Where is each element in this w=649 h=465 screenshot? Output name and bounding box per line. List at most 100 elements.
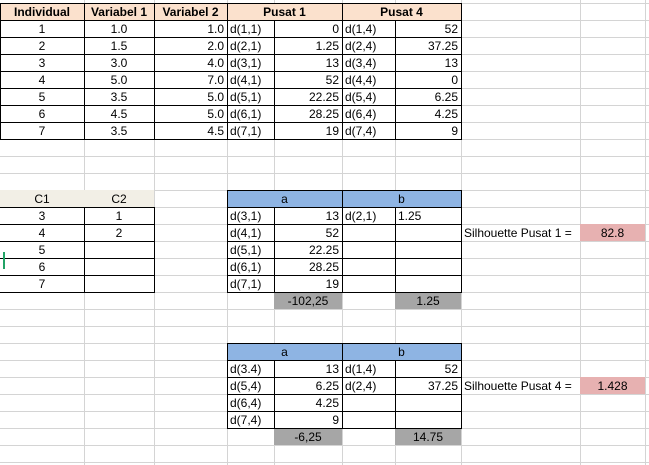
cluster-cell-c1[interactable]: 6 [38, 259, 46, 274]
table-cell-distance-value[interactable]: 22.25 [308, 89, 339, 104]
header-variabel-1[interactable]: Variabel 1 [84, 3, 154, 20]
table-cell-individual[interactable]: 6 [38, 106, 46, 121]
table-cell-distance-label[interactable]: d(3,1) [230, 55, 262, 70]
distance-label[interactable]: d(5,4) [230, 378, 262, 393]
table-cell-distance-label[interactable]: d(5,4) [345, 89, 377, 104]
table-cell-variabel-1[interactable]: 3.5 [110, 123, 128, 138]
table-cell-variabel-2[interactable]: 4.0 [207, 55, 224, 70]
distance-label[interactable]: d(2,1) [345, 208, 377, 223]
cluster-cell-c1[interactable]: 7 [38, 276, 46, 291]
total-b[interactable]: 14.75 [395, 428, 461, 445]
distance-label[interactable] [342, 275, 395, 292]
distance-value[interactable]: 13 [325, 361, 339, 376]
cluster-cell-c2[interactable]: 2 [115, 225, 123, 240]
table-cell-distance-value[interactable]: 1.25 [315, 38, 339, 53]
distance-label[interactable] [342, 411, 395, 428]
distance-value[interactable]: 6.25 [315, 378, 339, 393]
distance-value[interactable] [395, 411, 461, 428]
header-c1[interactable]: C1 [0, 190, 84, 207]
distance-value[interactable] [395, 241, 461, 258]
distance-value[interactable]: 1.25 [398, 208, 422, 223]
table-cell-variabel-1[interactable]: 3.0 [110, 55, 128, 70]
table-cell-distance-label[interactable]: d(6,4) [345, 106, 377, 121]
table-cell-distance-label[interactable]: d(3,4) [345, 55, 377, 70]
distance-value[interactable] [395, 394, 461, 411]
distance-label[interactable] [342, 241, 395, 258]
silhouette-value[interactable]: 1.428 [580, 377, 645, 394]
distance-value[interactable] [395, 224, 461, 241]
distance-value[interactable]: 52 [444, 361, 458, 376]
distance-label[interactable]: d(4,1) [230, 225, 262, 240]
header-pusat-4[interactable]: Pusat 4 [342, 3, 461, 20]
distance-label[interactable]: d(5,1) [230, 242, 262, 257]
table-cell-distance-value[interactable]: 9 [451, 123, 458, 138]
table-cell-distance-value[interactable]: 52 [325, 72, 339, 87]
table-cell-distance-label[interactable]: d(6,1) [230, 106, 262, 121]
table-cell-variabel-2[interactable]: 5.0 [207, 89, 224, 104]
table-cell-distance-label[interactable]: d(4,4) [345, 72, 377, 87]
cluster-cell-c1[interactable]: 3 [38, 208, 46, 223]
distance-value[interactable]: 13 [325, 208, 339, 223]
header-b[interactable]: b [342, 343, 461, 360]
table-cell-distance-value[interactable]: 19 [325, 123, 339, 138]
silhouette-value[interactable]: 82.8 [580, 224, 645, 241]
distance-label[interactable] [342, 258, 395, 275]
distance-label[interactable]: d(6,4) [230, 395, 262, 410]
table-cell-distance-value[interactable]: 6.25 [434, 89, 458, 104]
distance-label[interactable]: d(6,1) [230, 259, 262, 274]
header-pusat-1[interactable]: Pusat 1 [227, 3, 342, 20]
table-cell-individual[interactable]: 5 [38, 89, 46, 104]
table-cell-variabel-1[interactable]: 4.5 [110, 106, 128, 121]
distance-value[interactable]: 52 [325, 225, 339, 240]
table-cell-individual[interactable]: 2 [38, 38, 46, 53]
table-cell-distance-value[interactable]: 13 [325, 55, 339, 70]
table-cell-variabel-1[interactable]: 5.0 [110, 72, 128, 87]
header-b[interactable]: b [342, 190, 461, 207]
table-cell-distance-value[interactable]: 13 [444, 55, 458, 70]
table-cell-distance-label[interactable]: d(1,1) [230, 21, 262, 36]
table-cell-distance-value[interactable]: 0 [451, 72, 458, 87]
distance-label[interactable]: d(2,4) [345, 378, 377, 393]
cluster-cell-c2[interactable] [84, 275, 154, 292]
table-cell-individual[interactable]: 7 [38, 123, 46, 138]
distance-value[interactable]: 9 [332, 412, 339, 427]
table-cell-distance-value[interactable]: 4.25 [434, 106, 458, 121]
distance-label[interactable]: d(3.4) [230, 361, 262, 376]
distance-label[interactable]: d(7,1) [230, 276, 262, 291]
table-cell-variabel-2[interactable]: 1.0 [207, 21, 224, 36]
table-cell-variabel-1[interactable]: 3.5 [110, 89, 128, 104]
distance-label[interactable] [342, 224, 395, 241]
cluster-cell-c2[interactable] [84, 241, 154, 258]
cluster-cell-c1[interactable]: 5 [38, 242, 46, 257]
table-cell-variabel-1[interactable]: 1.0 [110, 21, 128, 36]
distance-value[interactable] [395, 258, 461, 275]
silhouette-label[interactable]: Silhouette Pusat 4 = [464, 378, 572, 393]
total-b[interactable]: 1.25 [395, 292, 461, 309]
table-cell-distance-value[interactable]: 52 [444, 21, 458, 36]
total-a[interactable]: -102,25 [274, 292, 342, 309]
distance-value[interactable]: 37.25 [427, 378, 458, 393]
silhouette-label[interactable]: Silhouette Pusat 1 = [464, 225, 572, 240]
distance-value[interactable]: 22.25 [308, 242, 339, 257]
table-cell-distance-label[interactable]: d(7,1) [230, 123, 262, 138]
distance-label[interactable]: d(3,1) [230, 208, 262, 223]
distance-value[interactable] [395, 275, 461, 292]
table-cell-distance-label[interactable]: d(5,1) [230, 89, 262, 104]
distance-value[interactable]: 4.25 [315, 395, 339, 410]
header-variabel-2[interactable]: Variabel 2 [154, 3, 227, 20]
table-cell-variabel-2[interactable]: 7.0 [207, 72, 224, 87]
table-cell-distance-value[interactable]: 0 [332, 21, 339, 36]
cluster-cell-c1[interactable]: 4 [38, 225, 46, 240]
header-c2[interactable]: C2 [84, 190, 154, 207]
distance-label[interactable]: d(7,4) [230, 412, 262, 427]
table-cell-variabel-2[interactable]: 5.0 [207, 106, 224, 121]
table-cell-distance-label[interactable]: d(2,1) [230, 38, 262, 53]
table-cell-variabel-2[interactable]: 4.5 [207, 123, 224, 138]
cluster-cell-c2[interactable]: 1 [115, 208, 123, 223]
header-a[interactable]: a [227, 343, 342, 360]
table-cell-individual[interactable]: 1 [38, 21, 46, 36]
table-cell-variabel-1[interactable]: 1.5 [110, 38, 128, 53]
table-cell-variabel-2[interactable]: 2.0 [207, 38, 224, 53]
cluster-cell-c2[interactable] [84, 258, 154, 275]
